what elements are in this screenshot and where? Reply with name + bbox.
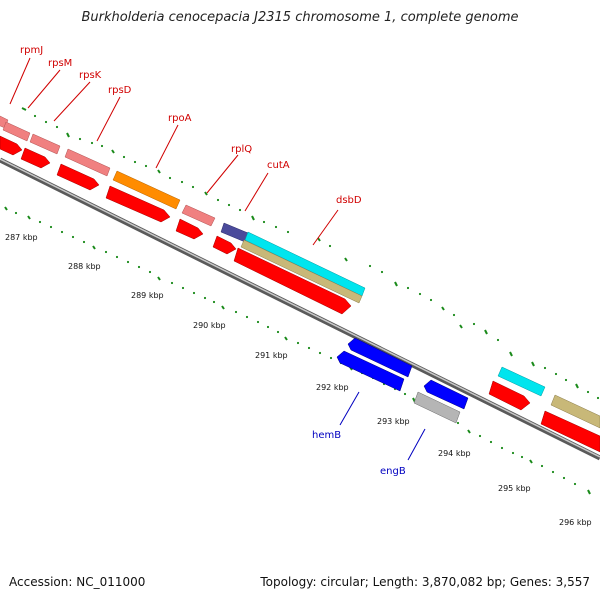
gene-label-dsbD[interactable]: dsbD xyxy=(336,195,362,206)
kbp-label: 290 kbp xyxy=(193,321,226,330)
gene-block-pink[interactable] xyxy=(181,204,216,227)
kbp-label: 295 kbp xyxy=(498,484,531,493)
gene-features-upper xyxy=(0,115,600,429)
gene-label-rpsM[interactable]: rpsM xyxy=(48,58,72,69)
genome-backbone xyxy=(0,157,600,461)
gene-label-rplQ[interactable]: rplQ xyxy=(231,144,252,155)
gene-block-khaki[interactable] xyxy=(240,239,363,304)
kbp-axis-labels: 287 kbp 288 kbp 289 kbp 290 kbp 291 kbp … xyxy=(5,233,592,527)
gene-block-pink[interactable] xyxy=(2,121,31,142)
gene-label-leaders xyxy=(9,57,426,461)
gene-arrow-red[interactable] xyxy=(212,235,237,255)
top-tick-dots xyxy=(33,114,600,400)
genome-summary-text: Topology: circular; Length: 3,870,082 bp… xyxy=(260,575,590,589)
gene-arrow-red[interactable] xyxy=(233,247,352,315)
kbp-label: 291 kbp xyxy=(255,351,288,360)
gene-features-forward xyxy=(0,135,600,453)
gene-arrow-blue[interactable] xyxy=(336,350,405,392)
gene-block-gray[interactable] xyxy=(413,391,461,424)
gene-features-reverse xyxy=(336,337,469,424)
kbp-label: 292 kbp xyxy=(316,383,349,392)
gene-label-rpmJ[interactable]: rpmJ xyxy=(20,45,43,56)
gene-label-cutA[interactable]: cutA xyxy=(267,160,290,171)
gene-label-engB[interactable]: engB xyxy=(380,466,406,477)
bottom-tick-dots xyxy=(14,211,577,486)
map-title: Burkholderia cenocepacia J2315 chromosom… xyxy=(81,10,519,25)
gene-label-rpsD[interactable]: rpsD xyxy=(108,85,132,96)
kbp-label: 287 kbp xyxy=(5,233,38,242)
gene-labels: rpmJ rpsM rpsK rpsD rpoA rplQ cutA dsbD … xyxy=(20,45,406,477)
gene-label-rpoA[interactable]: rpoA xyxy=(168,113,192,124)
gene-arrow-blue[interactable] xyxy=(423,379,469,410)
kbp-label: 293 kbp xyxy=(377,417,410,426)
gene-block-orange[interactable] xyxy=(112,170,181,210)
gene-arrow-red[interactable] xyxy=(175,218,204,240)
kbp-label: 294 kbp xyxy=(438,449,471,458)
gene-arrow-red[interactable] xyxy=(0,135,23,156)
gene-block-pink[interactable] xyxy=(64,148,111,177)
gene-arrow-red[interactable] xyxy=(20,147,51,169)
bottom-tick-band xyxy=(4,206,591,495)
kbp-label: 289 kbp xyxy=(131,291,164,300)
top-tick-band xyxy=(21,107,579,389)
gene-arrow-blue[interactable] xyxy=(347,337,413,378)
gene-arrow-red[interactable] xyxy=(105,185,171,223)
gene-arrow-red[interactable] xyxy=(56,163,100,191)
gene-block-cyan[interactable] xyxy=(497,366,546,397)
gene-arrow-red[interactable] xyxy=(488,380,531,411)
kbp-label: 288 kbp xyxy=(68,262,101,271)
kbp-label: 296 kbp xyxy=(559,518,592,527)
gene-block-dark-blue[interactable] xyxy=(220,222,249,243)
gene-block-khaki[interactable] xyxy=(550,394,600,429)
accession-text: Accession: NC_011000 xyxy=(9,575,146,589)
gene-label-rpsK[interactable]: rpsK xyxy=(79,70,102,81)
gene-label-hemB[interactable]: hemB xyxy=(312,430,341,441)
gene-block-pink[interactable] xyxy=(29,133,61,155)
gene-arrow-red[interactable] xyxy=(540,410,600,453)
